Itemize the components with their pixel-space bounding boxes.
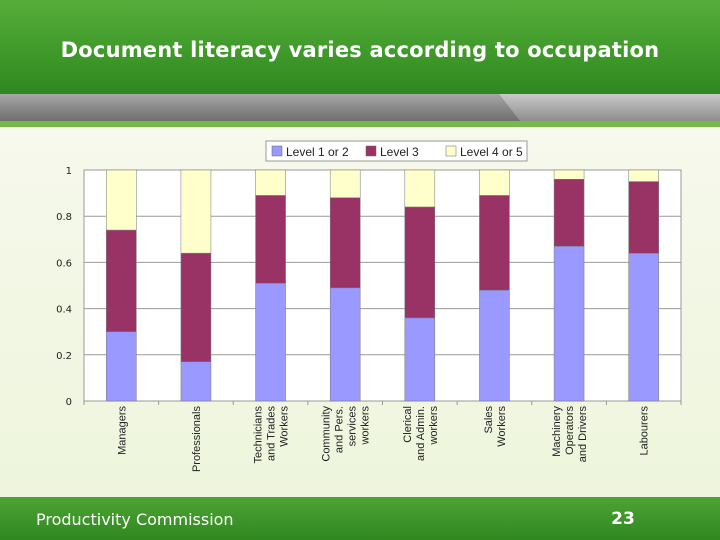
- bar-segment: [180, 361, 212, 402]
- bar-segment: [106, 331, 137, 402]
- bar-segment: [329, 287, 361, 402]
- svg-text:Clericaland Admin.workers: Clericaland Admin.workers: [402, 406, 440, 462]
- legend-label: Level 4 or 5: [460, 145, 523, 159]
- bar-segment: [553, 169, 585, 180]
- svg-text:Professionals: Professionals: [191, 406, 203, 473]
- footer-organization: Productivity Commission: [36, 510, 234, 529]
- svg-text:Techniciansand TradesWorkers: Techniciansand TradesWorkers: [253, 406, 291, 464]
- svg-text:Labourers: Labourers: [639, 406, 651, 456]
- legend-swatch: [445, 145, 457, 157]
- x-category-label: SalesWorkers: [483, 406, 508, 447]
- bar-segment: [404, 206, 436, 319]
- bar-segment: [553, 245, 585, 402]
- y-tick-label: 0.6: [56, 258, 72, 269]
- y-tick-label: 0: [66, 397, 72, 408]
- bar-segment: [628, 252, 659, 402]
- legend-swatch: [365, 145, 377, 157]
- svg-text:Managers: Managers: [116, 406, 128, 455]
- bar-segment: [329, 197, 361, 289]
- bar-segment: [255, 169, 286, 196]
- x-category-label: Techniciansand TradesWorkers: [253, 406, 291, 464]
- svg-text:Communityand Pers.serviceswork: Communityand Pers.servicesworkers: [321, 406, 372, 462]
- bar-segment: [628, 169, 659, 182]
- footer-bar: [0, 497, 720, 540]
- y-tick-label: 1: [66, 166, 72, 177]
- x-category-label: Managers: [116, 406, 128, 455]
- x-category-label: Communityand Pers.servicesworkers: [321, 406, 372, 462]
- x-category-label: Professionals: [191, 406, 203, 473]
- legend: Level 1 or 2 Level 3 Level 4 or 5: [265, 140, 528, 162]
- x-category-label: Labourers: [639, 406, 651, 456]
- plot-area: [83, 169, 682, 402]
- bar-segment: [180, 252, 212, 362]
- decorative-stripe: [0, 121, 720, 127]
- legend-label: Level 3: [380, 145, 419, 159]
- legend-label: Level 1 or 2: [286, 145, 349, 159]
- bar-segment: [404, 317, 436, 402]
- bar-segment: [106, 229, 137, 332]
- bar-segment: [479, 195, 510, 291]
- y-tick-label: 0.8: [56, 212, 72, 223]
- bar-segment: [553, 178, 585, 247]
- x-category-label: MachineryOperatorsand Drivers: [551, 406, 589, 463]
- bar-segment: [255, 282, 286, 402]
- x-category-label: Clericaland Admin.workers: [402, 406, 440, 462]
- bar-segment: [628, 181, 659, 254]
- slide-title: Document literacy varies according to oc…: [60, 38, 660, 62]
- bar-segment: [329, 169, 361, 198]
- bar-segment: [479, 289, 510, 402]
- svg-text:MachineryOperatorsand Drivers: MachineryOperatorsand Drivers: [551, 406, 589, 463]
- bar-segment: [404, 169, 436, 208]
- title-bar: [0, 0, 720, 94]
- page-number: 23: [611, 509, 635, 529]
- decorative-band-dark: [0, 94, 520, 121]
- y-tick-label: 0.4: [56, 305, 72, 316]
- bar-segment: [106, 169, 137, 231]
- bar-segment: [255, 195, 286, 284]
- legend-box: [265, 140, 528, 162]
- svg-text:SalesWorkers: SalesWorkers: [483, 406, 508, 447]
- bar-segment: [180, 169, 212, 254]
- legend-swatch: [271, 145, 283, 157]
- y-tick-label: 0.2: [56, 351, 72, 362]
- bar-segment: [479, 169, 510, 196]
